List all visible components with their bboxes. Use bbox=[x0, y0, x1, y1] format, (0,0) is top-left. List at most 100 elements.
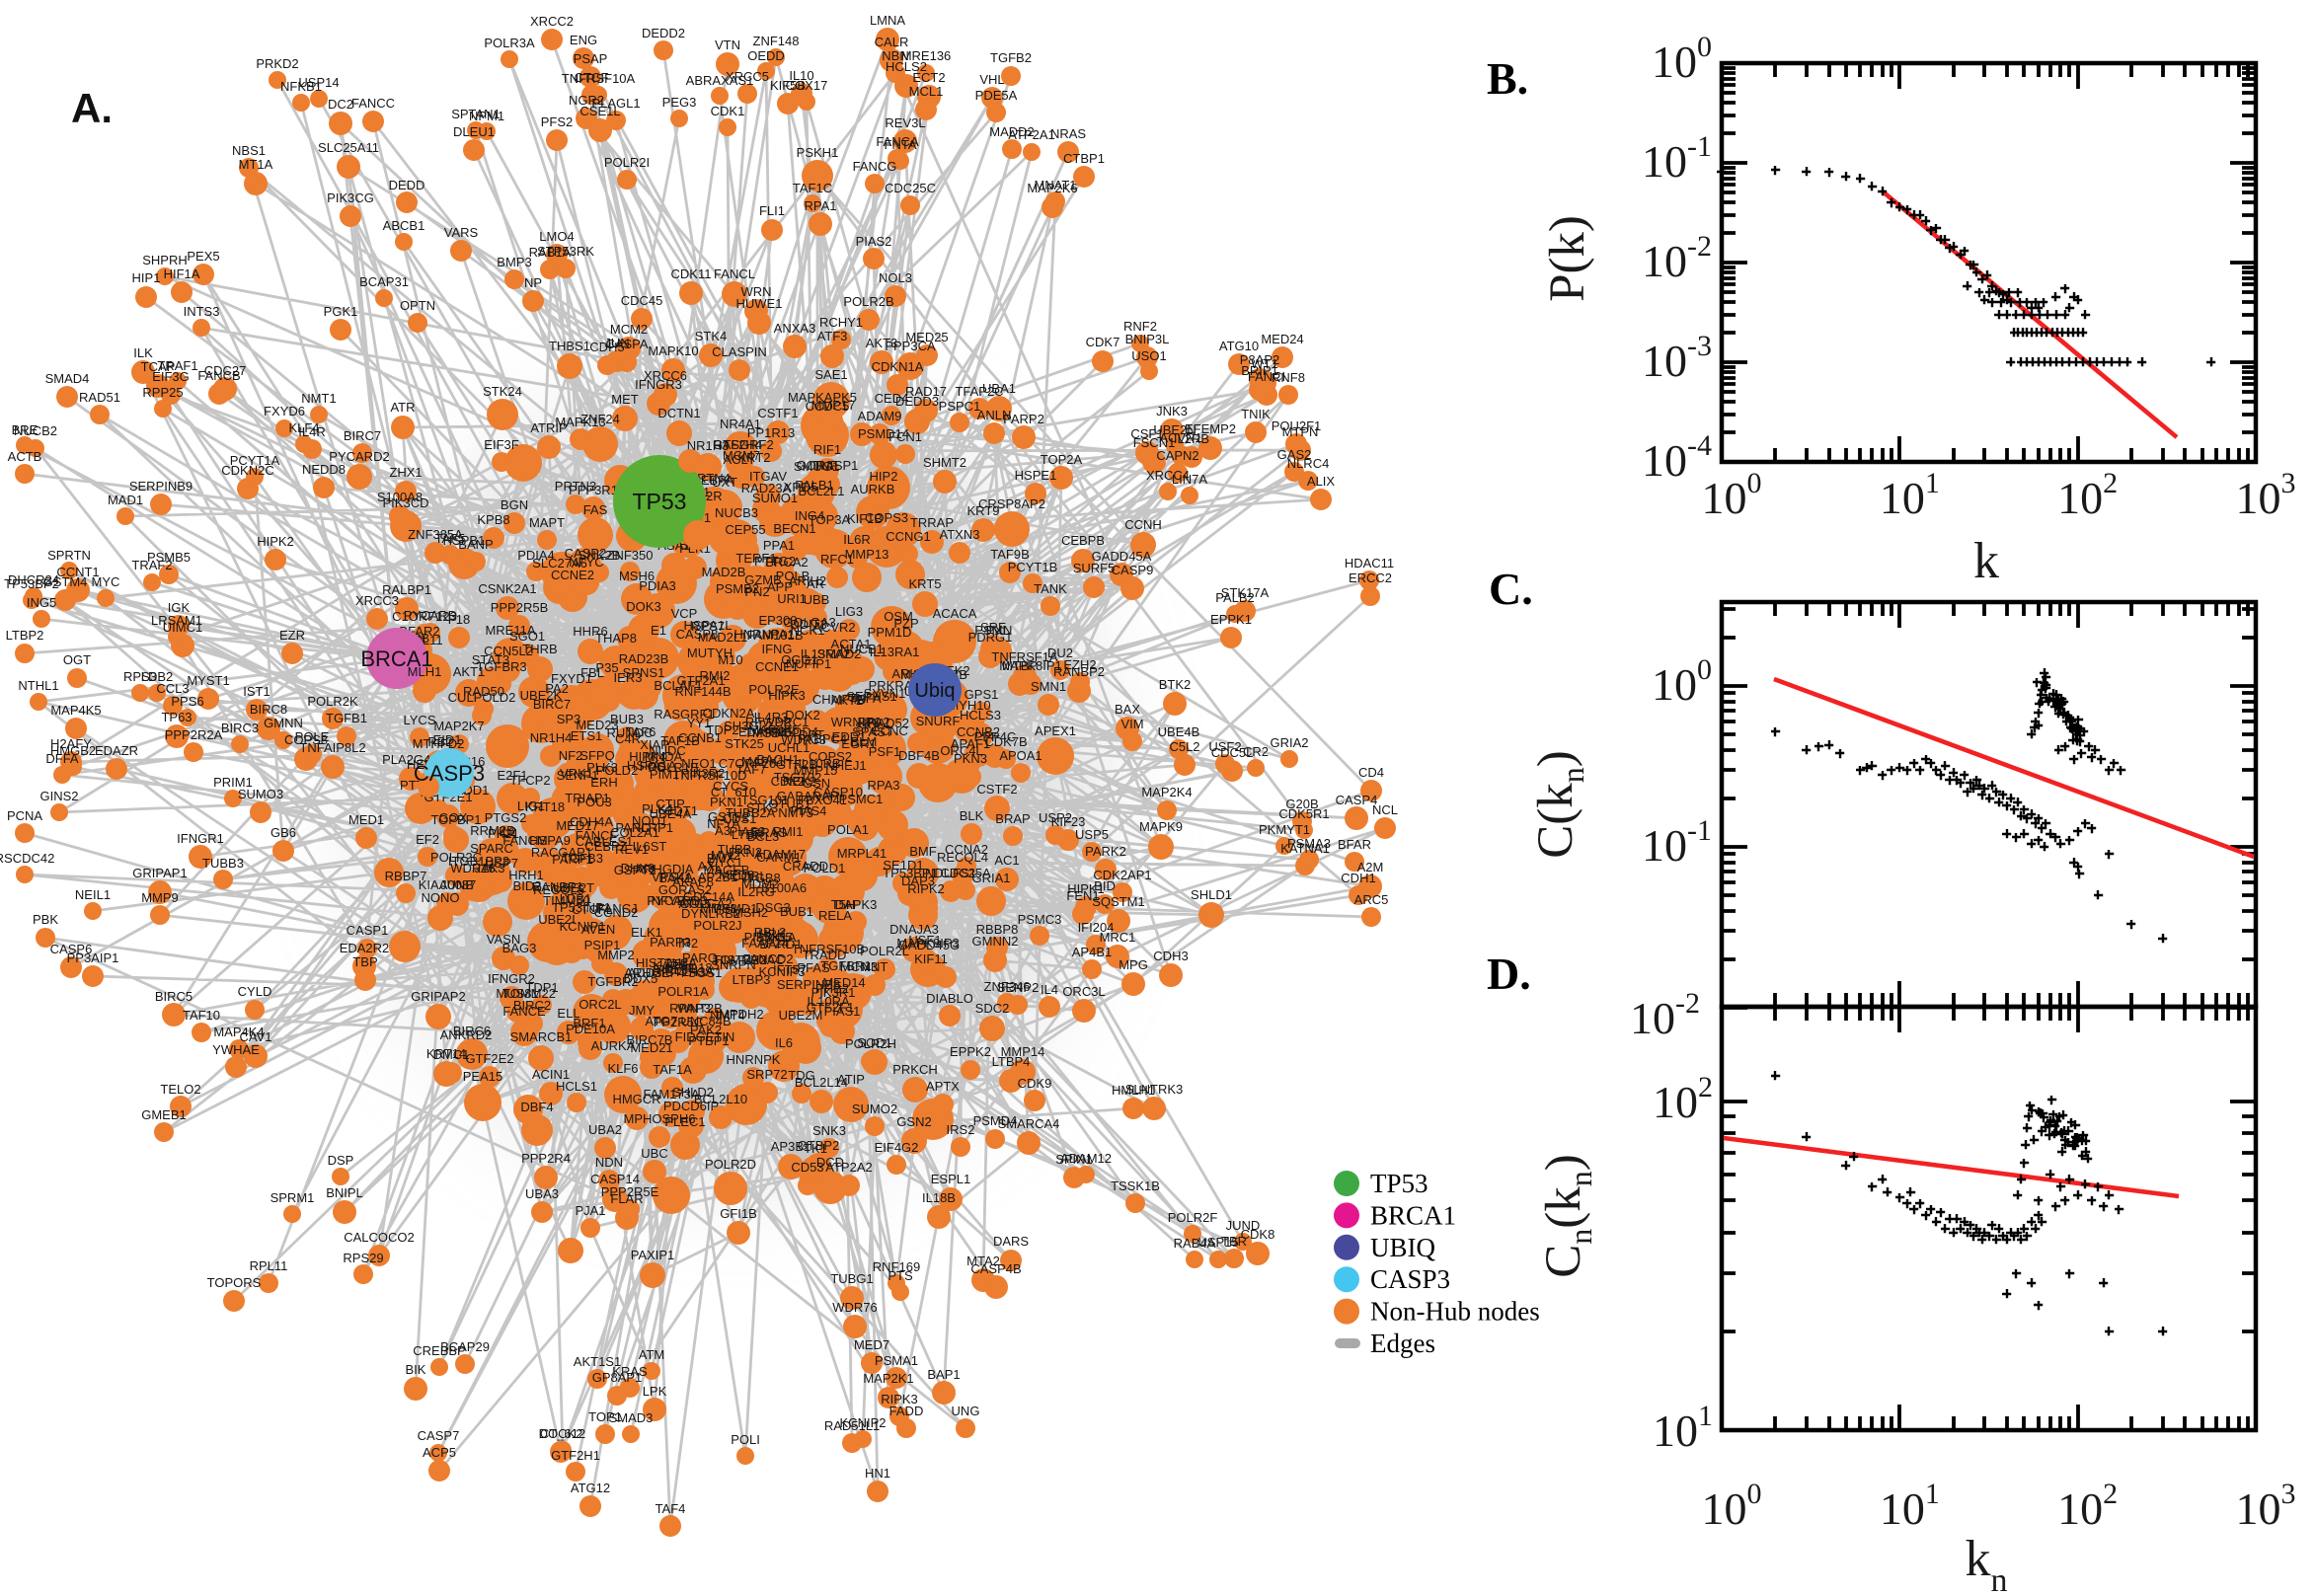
svg-text:MMP2: MMP2 bbox=[597, 948, 635, 962]
svg-text:GSTF2: GSTF2 bbox=[708, 809, 749, 824]
svg-text:VASN: VASN bbox=[487, 932, 520, 947]
svg-text:PPP2R5B: PPP2R5B bbox=[491, 600, 549, 615]
svg-text:ATG5: ATG5 bbox=[679, 896, 712, 911]
svg-text:STK17A: STK17A bbox=[1221, 585, 1270, 600]
svg-text:IFNGR1: IFNGR1 bbox=[177, 831, 224, 846]
svg-text:APTX: APTX bbox=[926, 1079, 960, 1094]
svg-text:PYCARD2: PYCARD2 bbox=[329, 449, 389, 464]
svg-text:TUBB3: TUBB3 bbox=[202, 856, 244, 871]
svg-text:JMY: JMY bbox=[629, 1003, 655, 1018]
svg-text:SMARCA4: SMARCA4 bbox=[998, 1116, 1060, 1131]
svg-text:CASP3: CASP3 bbox=[1370, 1264, 1450, 1294]
svg-text:IL6R: IL6R bbox=[843, 532, 870, 547]
svg-text:TP53BP1: TP53BP1 bbox=[883, 866, 938, 880]
svg-text:S100A6: S100A6 bbox=[761, 880, 807, 895]
svg-text:KRT5: KRT5 bbox=[909, 576, 942, 591]
svg-text:CCNA2: CCNA2 bbox=[945, 842, 988, 857]
svg-text:INTS3: INTS3 bbox=[184, 304, 220, 319]
svg-text:SPAST: SPAST bbox=[852, 724, 893, 739]
svg-text:BMP3: BMP3 bbox=[497, 255, 531, 269]
svg-text:ADD3: ADD3 bbox=[628, 965, 662, 980]
svg-text:GMEB1: GMEB1 bbox=[141, 1107, 187, 1122]
svg-text:CASP14: CASP14 bbox=[590, 1172, 640, 1186]
svg-text:IL2: IL2 bbox=[499, 824, 516, 839]
svg-text:SMAD3: SMAD3 bbox=[609, 1410, 654, 1425]
svg-text:PKMYT1: PKMYT1 bbox=[1259, 822, 1310, 837]
svg-text:HMGCR: HMGCR bbox=[612, 1092, 660, 1106]
svg-text:CASPA: CASPA bbox=[605, 337, 648, 351]
svg-text:POLB: POLB bbox=[776, 569, 811, 583]
svg-text:CSTF2: CSTF2 bbox=[976, 782, 1017, 797]
svg-text:CTBP1: CTBP1 bbox=[1063, 151, 1105, 166]
svg-text:GRIA1: GRIA1 bbox=[971, 871, 1010, 885]
svg-text:TFCP2: TFCP2 bbox=[509, 773, 550, 788]
svg-text:NOD1: NOD1 bbox=[632, 813, 667, 828]
svg-text:EDAZR: EDAZR bbox=[95, 743, 138, 758]
svg-text:BID2: BID2 bbox=[513, 878, 542, 893]
svg-text:DOK2: DOK2 bbox=[785, 708, 819, 722]
svg-text:CAV1: CAV1 bbox=[240, 1029, 272, 1044]
svg-text:WDR76: WDR76 bbox=[832, 1300, 878, 1315]
svg-text:RASGRF1: RASGRF1 bbox=[654, 707, 714, 722]
svg-text:SF1: SF1 bbox=[855, 720, 879, 734]
svg-text:ARHGEF4: ARHGEF4 bbox=[624, 965, 684, 980]
svg-text:MED6: MED6 bbox=[719, 868, 754, 882]
svg-text:CCNT1: CCNT1 bbox=[56, 565, 99, 579]
svg-text:DCTN1: DCTN1 bbox=[657, 406, 700, 420]
svg-text:NCK1: NCK1 bbox=[791, 623, 825, 638]
svg-text:IER3: IER3 bbox=[614, 670, 643, 685]
svg-text:DU2: DU2 bbox=[1047, 646, 1073, 660]
svg-text:A2M: A2M bbox=[1357, 860, 1384, 874]
svg-text:BIRC5: BIRC5 bbox=[155, 989, 193, 1004]
svg-text:SMAD4: SMAD4 bbox=[45, 371, 90, 386]
svg-text:PALB2: PALB2 bbox=[1215, 590, 1255, 605]
svg-text:PSMD1: PSMD1 bbox=[714, 901, 758, 916]
svg-text:USP5: USP5 bbox=[1075, 827, 1109, 842]
svg-text:SAE1: SAE1 bbox=[814, 367, 847, 382]
svg-text:UBE4A: UBE4A bbox=[650, 806, 692, 821]
svg-text:EZR: EZR bbox=[279, 628, 305, 643]
svg-text:RELA: RELA bbox=[818, 908, 852, 923]
svg-text:SURF5: SURF5 bbox=[1073, 561, 1116, 575]
svg-text:HSPE1: HSPE1 bbox=[1015, 468, 1057, 483]
svg-text:HCLS2: HCLS2 bbox=[886, 59, 927, 74]
svg-text:TOPORS: TOPORS bbox=[207, 1275, 262, 1290]
svg-text:DOK3: DOK3 bbox=[626, 599, 660, 614]
svg-text:103: 103 bbox=[2236, 1478, 2296, 1534]
svg-text:SNK3: SNK3 bbox=[812, 1123, 846, 1138]
svg-text:CTCFL: CTCFL bbox=[572, 902, 613, 917]
svg-text:VTN: VTN bbox=[715, 38, 740, 52]
svg-text:CASP6: CASP6 bbox=[50, 942, 93, 956]
svg-text:TIMM50: TIMM50 bbox=[543, 893, 590, 908]
svg-text:DLEU1: DLEU1 bbox=[453, 124, 495, 139]
svg-text:NMT1: NMT1 bbox=[301, 391, 336, 406]
svg-text:UBE2N: UBE2N bbox=[1153, 422, 1196, 437]
svg-text:XIAP: XIAP bbox=[640, 737, 669, 752]
svg-text:OGT: OGT bbox=[63, 652, 91, 667]
svg-text:RASGRF2: RASGRF2 bbox=[713, 437, 773, 452]
svg-text:RB1: RB1 bbox=[768, 724, 793, 739]
svg-text:KIF23: KIF23 bbox=[1051, 814, 1086, 829]
svg-text:HSPA9: HSPA9 bbox=[529, 833, 571, 848]
svg-text:CASP7: CASP7 bbox=[418, 1428, 460, 1443]
svg-text:YY1: YY1 bbox=[687, 716, 712, 730]
svg-text:RAB4A: RAB4A bbox=[1174, 1236, 1216, 1251]
svg-text:CCNE2: CCNE2 bbox=[551, 568, 594, 582]
svg-text:CULPOLD2: CULPOLD2 bbox=[448, 690, 516, 705]
svg-text:PP2R5C: PP2R5C bbox=[654, 1015, 704, 1029]
svg-text:UCHL1: UCHL1 bbox=[768, 740, 811, 755]
svg-text:GTF2H1: GTF2H1 bbox=[551, 1448, 600, 1463]
svg-text:ILK: ILK bbox=[133, 345, 153, 360]
svg-text:SLNTRK3: SLNTRK3 bbox=[1125, 1082, 1184, 1097]
svg-text:MED21: MED21 bbox=[630, 1040, 672, 1055]
svg-text:SGO1: SGO1 bbox=[509, 629, 545, 644]
svg-text:ERCC2: ERCC2 bbox=[1349, 570, 1392, 585]
svg-text:FANCL: FANCL bbox=[714, 266, 755, 281]
svg-text:SPRM1: SPRM1 bbox=[270, 1190, 315, 1205]
svg-text:ARHGDIA: ARHGDIA bbox=[635, 862, 694, 876]
svg-text:NR1H3: NR1H3 bbox=[687, 438, 730, 453]
svg-text:IL10RB: IL10RB bbox=[798, 756, 840, 771]
svg-text:ETS1: ETS1 bbox=[571, 728, 603, 743]
svg-text:POLI: POLI bbox=[731, 1432, 760, 1447]
svg-text:FEN1: FEN1 bbox=[1066, 888, 1099, 903]
